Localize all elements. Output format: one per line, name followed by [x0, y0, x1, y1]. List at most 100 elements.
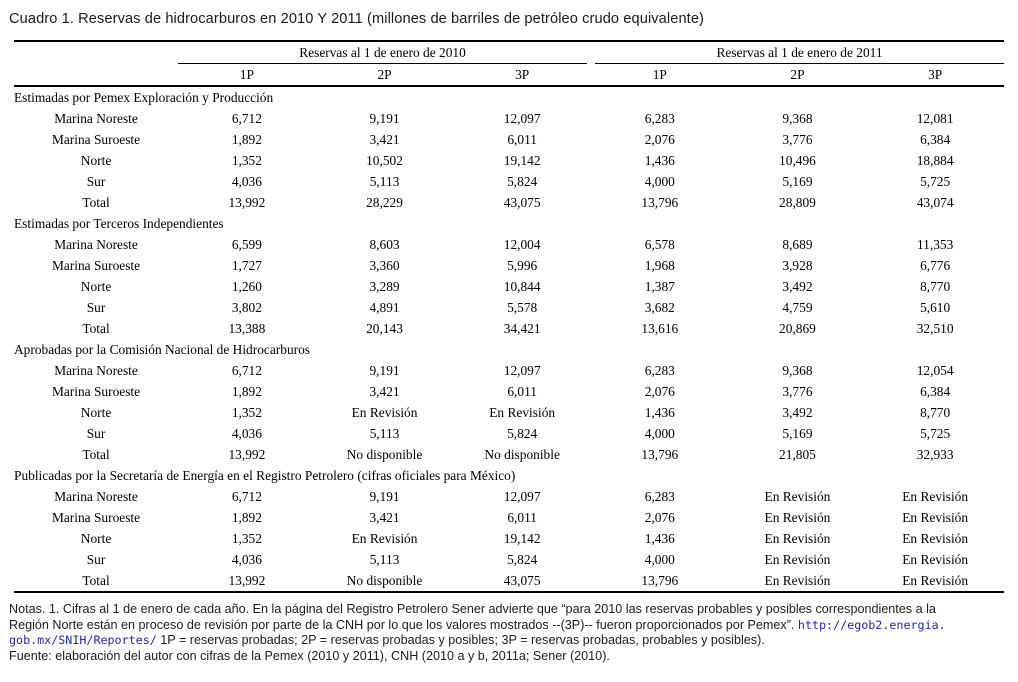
value-cell: En Revisión — [351, 404, 418, 420]
value-cell: 5,169 — [782, 425, 813, 441]
row-label: Marina Noreste — [54, 362, 138, 378]
value-cell: 5,725 — [920, 425, 951, 441]
row-label: Marina Noreste — [54, 488, 138, 504]
value-cell: 4,000 — [644, 173, 675, 189]
value-cell: 5,113 — [369, 425, 400, 441]
col-header-1p-2011: 1P — [591, 64, 729, 87]
section-header: Estimadas por Terceros Independientes — [14, 215, 224, 231]
value-cell: 5,578 — [507, 299, 538, 315]
note-text: Fuente: elaboración del autor con cifras… — [9, 648, 610, 663]
value-cell: 20,869 — [779, 320, 816, 336]
row-label: Total — [82, 446, 110, 462]
value-cell: 19,142 — [503, 530, 541, 546]
value-cell: No disponible — [484, 446, 560, 462]
note-text: 1P = reservas probadas; 2P = reservas pr… — [156, 633, 765, 648]
value-cell: 4,036 — [231, 551, 262, 567]
value-cell: 13,796 — [641, 194, 679, 210]
value-cell: 19,142 — [503, 152, 541, 168]
value-cell: 4,036 — [231, 425, 262, 441]
table-row: Marina Noreste 6,599 8,603 12,004 6,578 8,689… — [14, 234, 1004, 255]
value-cell: 3,492 — [782, 278, 813, 294]
table-row: Total 13,992 28,229 43,075 13,796 28,809 43,07… — [14, 192, 1004, 213]
value-cell: 2,076 — [644, 509, 675, 525]
value-cell: 6,011 — [507, 131, 537, 147]
row-label: Sur — [86, 299, 106, 315]
value-cell: En Revisión — [764, 572, 831, 588]
value-cell: 5,824 — [507, 173, 538, 189]
table-row: Norte 1,352 10,502 19,142 1,436 10,496 18,884 — [14, 150, 1004, 171]
row-label: Sur — [86, 173, 106, 189]
col-header-3p-2011: 3P — [866, 64, 1004, 87]
value-cell: 9,191 — [369, 362, 400, 378]
value-cell: 2,076 — [644, 131, 675, 147]
value-cell: 8,770 — [920, 278, 951, 294]
value-cell: No disponible — [346, 572, 423, 588]
group-header-row: Reservas al 1 de enero de 2010 Reservas … — [14, 40, 1004, 64]
value-cell: 20,143 — [366, 320, 403, 336]
value-cell: 43,075 — [503, 194, 541, 210]
page: Cuadro 1. Reservas de hidrocarburos en 2… — [9, 11, 1009, 663]
value-cell: 4,759 — [782, 299, 813, 315]
value-cell: 6,011 — [507, 383, 537, 399]
value-cell: 6,776 — [920, 257, 951, 273]
value-cell: 6,712 — [231, 488, 262, 504]
column-header-row: 1P 2P 3P 1P 2P 3P — [14, 64, 1004, 87]
row-label: Marina Suroeste — [51, 509, 141, 525]
table-row: Marina Suroeste 1,892 3,421 6,011 2,076 3,776… — [14, 381, 1004, 402]
value-cell: 6,283 — [644, 362, 675, 378]
value-cell: 3,289 — [369, 278, 400, 294]
note-line: Región Norte están en proceso de revisió… — [9, 618, 1009, 634]
row-label: Norte — [80, 404, 112, 420]
note-text: Notas. 1. Cifras al 1 de enero de cada a… — [9, 602, 936, 616]
value-cell: En Revisión — [764, 551, 831, 567]
row-label: Total — [82, 572, 110, 588]
value-cell: 3,776 — [782, 383, 813, 399]
table-row: Norte 1,260 3,289 10,844 1,387 3,492 8,770 — [14, 276, 1004, 297]
section-header: Estimadas por Pemex Exploración y Produc… — [14, 89, 274, 105]
value-cell: 18,884 — [916, 152, 954, 168]
row-label: Marina Suroeste — [51, 131, 141, 147]
value-cell: 1,352 — [231, 404, 262, 420]
empty-header-cell — [14, 64, 179, 87]
value-cell: 43,074 — [916, 194, 954, 210]
value-cell: 1,892 — [231, 131, 262, 147]
value-cell: 3,928 — [782, 257, 813, 273]
value-cell: 3,360 — [369, 257, 400, 273]
table-row: Marina Noreste 6,712 9,191 12,097 6,283 En Re… — [14, 486, 1004, 507]
table-row: Marina Suroeste 1,892 3,421 6,011 2,076 3,776… — [14, 129, 1004, 150]
table-row: Total 13,388 20,143 34,421 13,616 20,869 32,51… — [14, 318, 1004, 339]
value-cell: 6,599 — [231, 236, 262, 252]
row-label: Total — [82, 194, 110, 210]
table-row: Total 13,992 No disponible No disponible 13,… — [14, 444, 1004, 465]
col-header-2p-2011: 2P — [728, 64, 867, 87]
note-url-link[interactable]: http://egob2.energia. — [797, 617, 946, 632]
value-cell: 5,725 — [920, 173, 951, 189]
value-cell: 13,992 — [228, 446, 266, 462]
value-cell: 8,603 — [369, 236, 400, 252]
table-title: Cuadro 1. Reservas de hidrocarburos en 2… — [9, 11, 705, 27]
value-cell: En Revisión — [902, 488, 969, 504]
value-cell: 6,283 — [644, 488, 675, 504]
col-header-3p-2010: 3P — [453, 64, 591, 87]
group-header-2011-label: Reservas al 1 de enero de 2011 — [595, 44, 1004, 64]
value-cell: 13,388 — [228, 320, 266, 336]
table-row: Marina Suroeste 1,727 3,360 5,996 1,968 3,928… — [14, 255, 1004, 276]
value-cell: 13,796 — [641, 446, 679, 462]
value-cell: 5,996 — [507, 257, 538, 273]
value-cell: 5,824 — [507, 425, 538, 441]
value-cell: 3,421 — [369, 509, 400, 525]
corner-cell — [14, 40, 179, 64]
row-label: Norte — [80, 278, 112, 294]
value-cell: 8,770 — [920, 404, 951, 420]
value-cell: 5,610 — [920, 299, 951, 315]
value-cell: 1,727 — [231, 257, 262, 273]
note-url-link[interactable]: gob.mx/SNIH/Reportes/ — [9, 633, 157, 648]
note-line: Notas. 1. Cifras al 1 de enero de cada a… — [9, 602, 1009, 618]
value-cell: 6,712 — [231, 110, 262, 126]
value-cell: 43,075 — [503, 572, 541, 588]
value-cell: 1,436 — [644, 404, 675, 420]
value-cell: 3,492 — [782, 404, 813, 420]
value-cell: En Revisión — [764, 488, 831, 504]
value-cell: 6,283 — [644, 110, 675, 126]
value-cell: 13,796 — [641, 572, 679, 588]
